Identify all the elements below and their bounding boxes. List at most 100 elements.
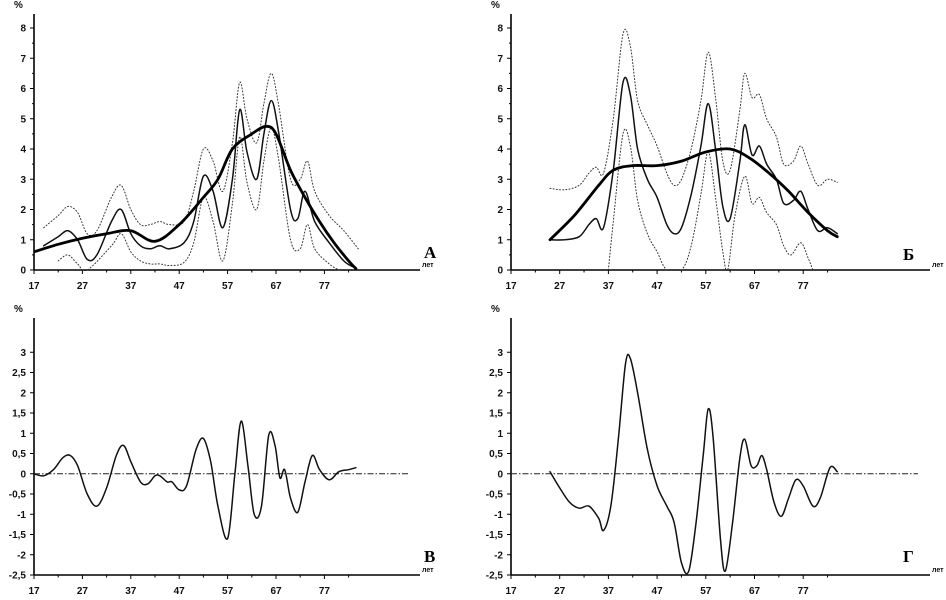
- y-tick-label: 7: [497, 54, 503, 65]
- series-solid-line: [549, 353, 839, 575]
- y-tick-label: -1,5: [9, 530, 27, 541]
- y-tick-label: 0: [20, 469, 26, 480]
- x-tick-label: 27: [554, 281, 566, 292]
- series-bold-line: [34, 124, 358, 270]
- x-axis-unit: лет: [422, 567, 434, 574]
- x-tick-label: 47: [174, 281, 186, 292]
- series-group: [34, 420, 357, 540]
- x-tick-label: 17: [505, 281, 517, 292]
- x-tick-label: 57: [700, 281, 712, 292]
- panel-label: А: [424, 243, 437, 262]
- series-solid-line: [549, 76, 839, 241]
- x-tick-label: 37: [125, 586, 137, 597]
- x-axis-unit: лет: [932, 262, 944, 269]
- y-tick-label: 3: [20, 175, 26, 186]
- y-tick-label: -0,5: [486, 490, 504, 501]
- x-tick-label: 37: [603, 586, 615, 597]
- x-tick-label: 47: [652, 281, 664, 292]
- x-tick-label: 77: [798, 281, 810, 292]
- x-axis-unit: лет: [422, 262, 434, 269]
- x-tick-label: 17: [505, 586, 517, 597]
- series-group: [34, 72, 359, 271]
- x-tick-label: 37: [125, 281, 137, 292]
- panel-label: Б: [903, 245, 914, 264]
- y-tick-label: 4: [497, 145, 503, 156]
- y-tick-label: 6: [20, 84, 26, 95]
- x-tick-label: 47: [652, 586, 664, 597]
- y-tick-label: 8: [20, 24, 26, 35]
- x-tick-label: 17: [28, 281, 40, 292]
- y-tick-label: -2,5: [486, 571, 504, 582]
- series-bold-line: [548, 147, 839, 242]
- y-tick-label: -2: [494, 550, 503, 561]
- x-tick-label: 27: [77, 281, 89, 292]
- y-tick-label: 7: [20, 54, 26, 65]
- y-tick-label: -0,5: [9, 490, 27, 501]
- x-tick-label: 17: [28, 586, 40, 597]
- panel-d: -2,5 -2 -1,5 -1 -0,5 0 0,5 1 1,5 2 2,5 3 17 27 37 47 57 6…: [486, 304, 944, 597]
- y-tick-label: -1: [17, 510, 26, 521]
- y-tick-label: 4: [20, 145, 26, 156]
- y-tick-label: 0,5: [489, 449, 503, 460]
- y-tick-label: 1: [20, 429, 26, 440]
- x-tick-label: 67: [270, 586, 282, 597]
- y-tick-label: 2: [497, 205, 503, 216]
- y-tick-label: 5: [497, 114, 503, 125]
- y-axis-unit: %: [14, 0, 23, 11]
- y-tick-label: 6: [497, 84, 503, 95]
- y-axis-unit: %: [14, 304, 23, 315]
- y-tick-label: 0: [497, 266, 503, 277]
- x-tick-label: 77: [798, 586, 810, 597]
- series-solid-line: [42, 99, 355, 268]
- x-tick-label: 57: [700, 586, 712, 597]
- y-tick-label: 2,5: [12, 368, 26, 379]
- y-tick-label: -2,5: [9, 571, 27, 582]
- y-tick-label: 1: [497, 429, 503, 440]
- y-tick-label: 0: [497, 469, 503, 480]
- y-tick-label: 2,5: [489, 368, 503, 379]
- x-tick-label: 77: [319, 586, 331, 597]
- y-axis-unit: %: [491, 304, 500, 315]
- y-tick-label: 8: [497, 24, 503, 35]
- panel-label: В: [424, 547, 435, 566]
- series-dotted-line: [43, 72, 359, 250]
- x-tick-label: 67: [270, 281, 282, 292]
- y-tick-label: 1,5: [489, 409, 503, 420]
- y-tick-label: -1: [494, 510, 503, 521]
- y-axis-unit: %: [491, 0, 500, 11]
- x-tick-label: 67: [749, 586, 761, 597]
- y-tick-label: -1,5: [486, 530, 504, 541]
- x-tick-label: 77: [319, 281, 331, 292]
- x-tick-label: 47: [174, 586, 186, 597]
- x-tick-label: 27: [77, 586, 89, 597]
- x-tick-label: 57: [222, 281, 234, 292]
- y-tick-label: 3: [20, 348, 26, 359]
- x-tick-label: 57: [222, 586, 234, 597]
- y-tick-label: 0: [20, 266, 26, 277]
- y-tick-label: 0,5: [12, 449, 26, 460]
- y-tick-label: 2: [20, 388, 26, 399]
- y-tick-label: 1: [497, 235, 503, 246]
- series-dotted-line: [57, 127, 340, 271]
- y-tick-label: 1: [20, 235, 26, 246]
- series-dotted-line: [549, 28, 838, 191]
- panel-label: Г: [903, 547, 914, 566]
- series-dotted-line: [607, 128, 814, 271]
- y-tick-label: 3: [497, 348, 503, 359]
- x-axis-unit: лет: [932, 567, 944, 574]
- panel-c: -2,5 -2 -1,5 -1 -0,5 0 0,5 1 1,5 2 2,5 3 17 27 37 47 57 6…: [9, 304, 436, 597]
- series-group: [549, 353, 839, 575]
- y-tick-label: -2: [17, 550, 26, 561]
- x-tick-label: 27: [554, 586, 566, 597]
- y-tick-label: 5: [20, 114, 26, 125]
- series-group: [548, 28, 839, 271]
- y-tick-label: 2: [497, 388, 503, 399]
- x-tick-label: 67: [749, 281, 761, 292]
- y-tick-label: 1,5: [12, 409, 26, 420]
- x-tick-label: 37: [603, 281, 615, 292]
- y-tick-label: 2: [20, 205, 26, 216]
- series-solid-line: [34, 420, 357, 540]
